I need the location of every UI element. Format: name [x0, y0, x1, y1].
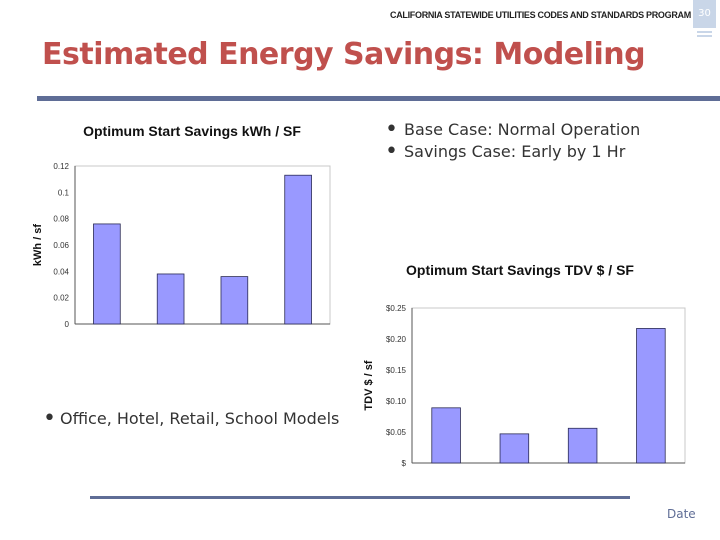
bar-hotel [156, 273, 185, 325]
y-tick-label: $0.05 [386, 428, 407, 437]
bar-hotel [499, 433, 530, 464]
bar-school [636, 328, 666, 464]
bullet-dot: • [385, 139, 398, 164]
bar-retail [567, 427, 598, 464]
bottom-bullet: • Office, Hotel, Retail, School Models [43, 407, 343, 430]
y-tick-label: 0.08 [53, 215, 69, 224]
bullet-text: Base Case: Normal Operation [403, 120, 641, 139]
y-tick-label: 0.02 [53, 294, 69, 303]
tdv-savings-chart: Optimum Start Savings TDV $ / SF TDV $ / … [363, 262, 686, 468]
slide-number-box [693, 0, 716, 28]
bar-office [93, 223, 121, 325]
kwh-savings-chart: Optimum Start Savings kWh / SF kWh / sf 0 0… [32, 123, 331, 329]
program-name: CALIFORNIA STATEWIDE UTILITIES CODES AND… [390, 10, 691, 20]
slide-number-dash [697, 31, 712, 33]
y-tick-label: 0 [65, 320, 70, 329]
y-axis-label: TDV $ / sf [363, 360, 375, 410]
bar-office [431, 407, 461, 464]
title-rule [37, 96, 720, 101]
chart-title: Optimum Start Savings kWh / SF [83, 123, 301, 139]
bullet-dot: • [43, 406, 56, 431]
y-tick-label: 0.04 [53, 267, 69, 276]
slide-number: 30 [698, 8, 711, 19]
y-tick-label: 0.12 [53, 162, 69, 171]
footer-rule [90, 496, 630, 499]
y-tick-label: $0.25 [386, 304, 407, 313]
bullet-dot: • [385, 117, 398, 142]
bar-retail [220, 276, 249, 325]
y-tick-label: $0.10 [386, 397, 407, 406]
bullet-item: • Base Case: Normal Operation [385, 117, 641, 142]
bullet-text: Savings Case: Early by 1 Hr [403, 142, 626, 161]
bullet-item: • Savings Case: Early by 1 Hr [385, 139, 640, 164]
y-tick-label: $0.20 [386, 335, 407, 344]
page-title: Estimated Energy Savings: Modeling [42, 37, 646, 72]
bullet-list: • Base Case: Normal Operation • Savings Ca… [385, 117, 641, 164]
bottom-bullet-text: Office, Hotel, Retail, School Models [59, 409, 340, 428]
y-tick-label: $ [402, 459, 407, 468]
bar-school [284, 174, 312, 325]
y-axis-label: kWh / sf [32, 224, 44, 267]
y-tick-label: 0.06 [53, 241, 69, 250]
y-tick-label: $0.15 [386, 366, 407, 375]
chart-title: Optimum Start Savings TDV $ / SF [406, 262, 634, 278]
footer-date: Date [667, 507, 696, 521]
slide-number-dash [697, 35, 712, 37]
y-tick-label: 0.1 [58, 188, 70, 197]
